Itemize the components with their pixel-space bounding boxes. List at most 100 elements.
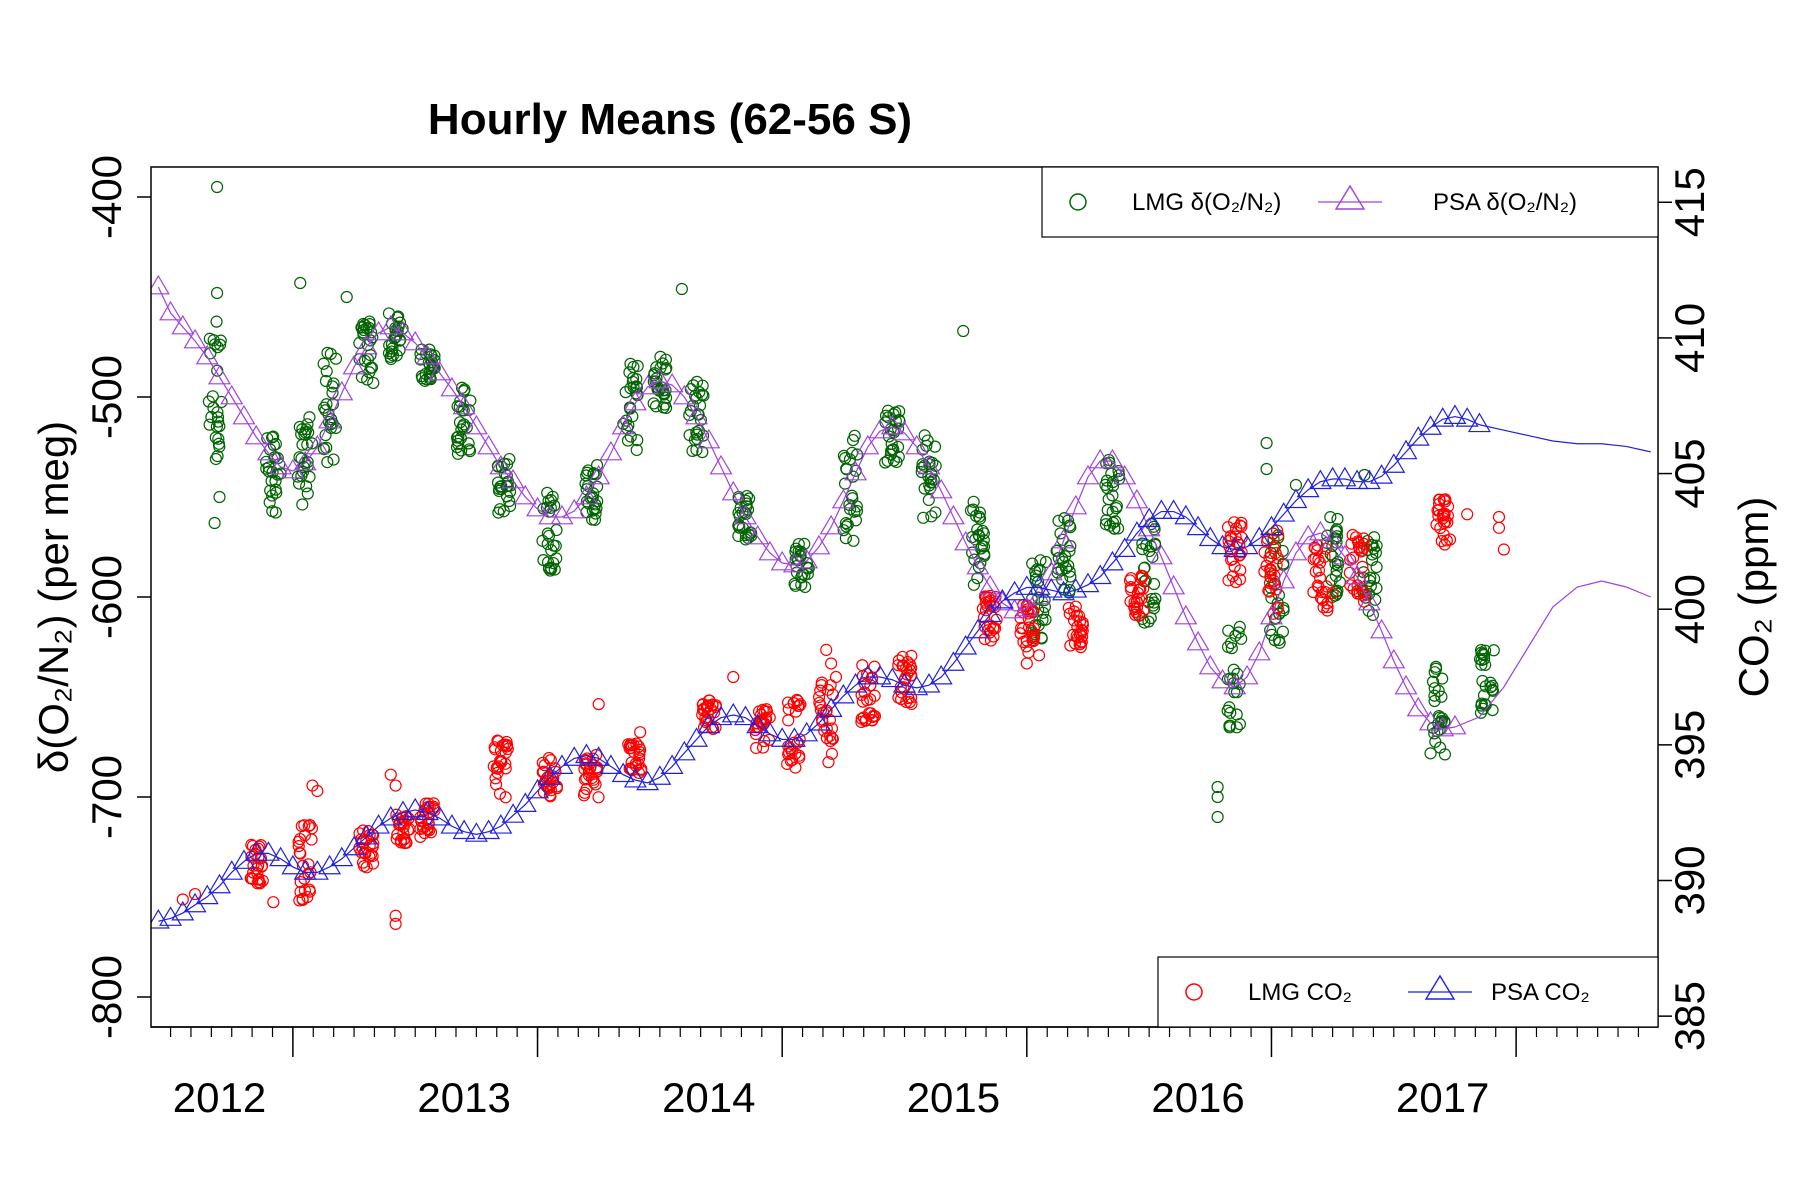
- marker-psa_co2: [1394, 439, 1418, 460]
- marker-psa_o2: [1088, 448, 1112, 469]
- point-lmg_co2: [246, 872, 259, 886]
- point-lmg_o2: [317, 357, 330, 370]
- marker-psa_co2: [1235, 534, 1259, 555]
- point-lmg_o2: [1211, 780, 1224, 794]
- point-lmg_o2: [732, 529, 745, 543]
- marker-psa_o2: [281, 458, 305, 479]
- point-lmg_co2: [252, 851, 265, 864]
- point-lmg_co2: [394, 836, 408, 849]
- point-lmg_co2: [592, 791, 605, 804]
- point-lmg_o2: [503, 494, 516, 508]
- point-lmg_o2: [1211, 810, 1224, 824]
- point-lmg_o2: [1225, 642, 1238, 655]
- point-lmg_o2: [422, 356, 435, 369]
- marker-psa_co2: [1259, 515, 1283, 536]
- point-lmg_o2: [630, 373, 643, 386]
- point-lmg_o2: [267, 430, 280, 443]
- marker-psa_o2: [1149, 544, 1173, 565]
- marker-psa_o2: [1370, 618, 1394, 639]
- point-lmg_o2: [211, 406, 224, 419]
- point-lmg_o2: [1099, 478, 1112, 491]
- point-lmg_o2: [1062, 559, 1075, 572]
- point-lmg_o2: [269, 483, 282, 496]
- marker-psa_o2: [1443, 714, 1467, 735]
- point-lmg_o2: [1111, 522, 1125, 535]
- marker-psa_co2: [195, 884, 219, 905]
- point-lmg_o2: [303, 470, 316, 483]
- marker-psa_co2: [452, 819, 476, 840]
- marker-psa_co2: [183, 892, 207, 913]
- point-lmg_co2: [1437, 516, 1451, 530]
- y-right-tick-label: 385: [1666, 981, 1713, 1051]
- point-lmg_co2: [1356, 544, 1369, 557]
- point-lmg_o2: [1429, 660, 1443, 673]
- point-lmg_co2: [813, 696, 826, 709]
- point-lmg_co2: [784, 754, 797, 767]
- point-lmg_o2: [544, 501, 557, 514]
- marker-psa_co2: [1186, 515, 1210, 536]
- point-lmg_o2: [1486, 679, 1499, 692]
- point-lmg_o2: [693, 385, 706, 399]
- point-lmg_co2: [389, 917, 402, 931]
- point-lmg_o2: [621, 434, 635, 447]
- point-lmg_o2: [1370, 582, 1383, 595]
- marker-psa_o2: [905, 434, 929, 455]
- point-lmg_o2: [327, 453, 340, 466]
- marker-psa_o2: [697, 428, 721, 449]
- point-lmg_co2: [699, 715, 712, 729]
- point-lmg_o2: [1264, 624, 1277, 637]
- point-lmg_o2: [541, 537, 554, 551]
- marker-psa_co2: [1382, 453, 1406, 473]
- point-lmg_o2: [1428, 689, 1441, 702]
- x-tick-label: 2014: [662, 1074, 755, 1121]
- series-lmg_co2: [176, 493, 1510, 931]
- point-lmg_o2: [978, 549, 991, 562]
- point-lmg_co2: [1132, 583, 1146, 596]
- point-lmg_o2: [630, 443, 643, 457]
- x-tick-label: 2017: [1396, 1074, 1489, 1121]
- point-lmg_co2: [895, 693, 908, 706]
- point-lmg_o2: [545, 562, 558, 576]
- marker-psa_co2: [893, 672, 916, 693]
- point-lmg_o2: [294, 276, 307, 290]
- point-lmg_o2: [213, 338, 227, 351]
- marker-psa_co2: [1003, 580, 1027, 601]
- point-lmg_co2: [389, 779, 402, 792]
- point-lmg_o2: [209, 338, 222, 351]
- point-lmg_co2: [794, 698, 807, 711]
- point-lmg_co2: [905, 661, 918, 675]
- point-lmg_co2: [1326, 586, 1339, 600]
- point-lmg_co2: [1128, 596, 1141, 609]
- point-lmg_o2: [675, 282, 688, 296]
- y-left-tick-label: -400: [83, 155, 130, 239]
- marker-psa_co2: [305, 860, 329, 880]
- point-lmg_o2: [1477, 652, 1491, 666]
- marker-psa_o2: [758, 540, 782, 561]
- point-lmg_co2: [627, 745, 640, 758]
- marker-psa_co2: [1088, 564, 1112, 585]
- legend-marker-psa-co2: [1424, 974, 1456, 1000]
- marker-psa_co2: [697, 713, 721, 734]
- point-lmg_co2: [589, 778, 602, 791]
- marker-psa_o2: [1125, 488, 1149, 509]
- marker-psa_o2: [990, 590, 1014, 611]
- marker-psa_co2: [1357, 469, 1381, 490]
- point-lmg_co2: [822, 756, 835, 769]
- point-lmg_o2: [654, 350, 667, 363]
- point-lmg_o2: [1136, 543, 1149, 556]
- marker-psa_o2: [795, 548, 819, 569]
- marker-psa_co2: [318, 854, 342, 875]
- marker-psa_co2: [856, 664, 880, 685]
- point-lmg_co2: [1133, 609, 1146, 622]
- point-lmg_o2: [846, 433, 860, 447]
- marker-psa_o2: [269, 454, 293, 475]
- marker-psa_o2: [685, 404, 709, 425]
- marker-psa_o2: [330, 380, 354, 401]
- point-lmg_o2: [1370, 560, 1383, 574]
- point-lmg_o2: [357, 323, 370, 337]
- point-lmg_co2: [293, 894, 306, 907]
- point-lmg_o2: [206, 390, 219, 403]
- marker-psa_co2: [795, 721, 819, 742]
- point-lmg_co2: [1260, 559, 1273, 572]
- point-lmg_o2: [589, 507, 602, 520]
